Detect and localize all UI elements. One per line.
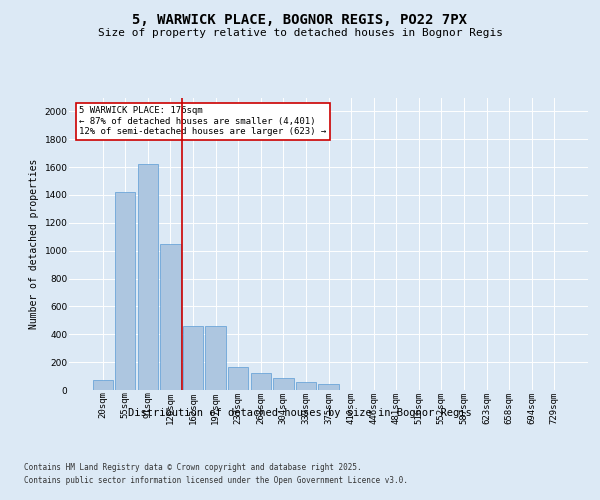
Text: Distribution of detached houses by size in Bognor Regis: Distribution of detached houses by size … <box>128 408 472 418</box>
Bar <box>160 244 181 390</box>
Text: Size of property relative to detached houses in Bognor Regis: Size of property relative to detached ho… <box>97 28 503 38</box>
Y-axis label: Number of detached properties: Number of detached properties <box>29 158 39 329</box>
Bar <box>205 326 226 390</box>
Bar <box>183 326 203 390</box>
Bar <box>273 378 293 390</box>
Text: Contains public sector information licensed under the Open Government Licence v3: Contains public sector information licen… <box>24 476 408 485</box>
Text: 5, WARWICK PLACE, BOGNOR REGIS, PO22 7PX: 5, WARWICK PLACE, BOGNOR REGIS, PO22 7PX <box>133 12 467 26</box>
Bar <box>228 367 248 390</box>
Bar <box>92 380 113 390</box>
Bar <box>115 192 136 390</box>
Bar <box>251 372 271 390</box>
Bar <box>296 382 316 390</box>
Text: Contains HM Land Registry data © Crown copyright and database right 2025.: Contains HM Land Registry data © Crown c… <box>24 462 362 471</box>
Text: 5 WARWICK PLACE: 176sqm
← 87% of detached houses are smaller (4,401)
12% of semi: 5 WARWICK PLACE: 176sqm ← 87% of detache… <box>79 106 326 136</box>
Bar <box>138 164 158 390</box>
Bar <box>319 384 338 390</box>
